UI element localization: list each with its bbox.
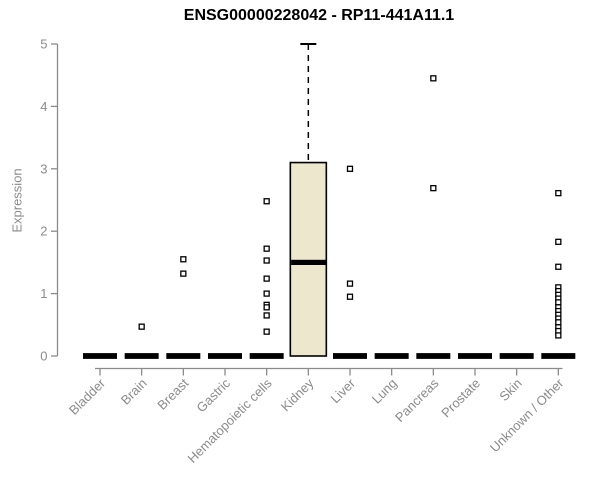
- category-label-prostate: Prostate: [438, 376, 483, 421]
- collapsed-box-liver: [332, 353, 367, 359]
- category-label-kidney: Kidney: [278, 375, 317, 414]
- collapsed-box-lung: [374, 353, 409, 359]
- collapsed-box-prostate: [457, 353, 492, 359]
- outlier-point-brain: [138, 323, 145, 330]
- collapsed-box-pancreas: [416, 353, 451, 359]
- category-label-skin: Skin: [496, 376, 524, 404]
- collapsed-box-brain: [124, 353, 159, 359]
- outlier-point-hematopoietic-cells: [263, 198, 270, 205]
- collapsed-box-gastric: [207, 353, 242, 359]
- collapsed-box-skin: [499, 353, 534, 359]
- chart-title: ENSG00000228042 - RP11-441A11.1: [183, 7, 455, 24]
- y-tick-label: 3: [40, 161, 47, 176]
- category-label-lung: Lung: [369, 376, 400, 407]
- y-tick-label: 2: [40, 224, 47, 239]
- outlier-point-unknown-other: [555, 238, 562, 245]
- y-tick-label: 0: [40, 349, 47, 364]
- category-label-breast: Breast: [154, 375, 191, 412]
- category-label-unknown-other: Unknown / Other: [487, 375, 567, 455]
- box-kidney: [289, 161, 328, 357]
- category-label-gastric: Gastric: [193, 375, 233, 415]
- outlier-point-unknown-other: [555, 299, 562, 306]
- outlier-point-unknown-other: [555, 319, 562, 326]
- outlier-point-pancreas: [430, 184, 437, 192]
- outlier-point-breast: [180, 270, 187, 277]
- y-tick-label: 5: [40, 37, 47, 52]
- outlier-point-pancreas: [430, 75, 437, 82]
- outlier-point-liver: [346, 293, 354, 300]
- outlier-point-hematopoietic-cells: [263, 245, 270, 252]
- outlier-point-hematopoietic-cells: [263, 304, 270, 311]
- outlier-point-liver: [346, 280, 354, 287]
- collapsed-box-bladder: [83, 353, 117, 359]
- category-label-brain: Brain: [118, 376, 150, 408]
- outlier-point-unknown-other: [555, 332, 562, 339]
- outlier-point-hematopoietic-cells: [263, 328, 270, 335]
- category-label-bladder: Bladder: [66, 375, 109, 418]
- outlier-point-unknown-other: [555, 189, 562, 197]
- outlier-point-hematopoietic-cells: [263, 312, 270, 319]
- category-label-pancreas: Pancreas: [392, 375, 442, 425]
- median-line-kidney: [291, 259, 326, 265]
- collapsed-box-hematopoietic-cells: [249, 353, 284, 359]
- category-label-liver: Liver: [328, 375, 359, 406]
- y-tick-label: 1: [40, 286, 47, 301]
- outlier-point-hematopoietic-cells: [263, 275, 270, 282]
- collapsed-box-unknown-other: [541, 353, 576, 359]
- collapsed-box-breast: [166, 353, 201, 359]
- outlier-point-unknown-other: [555, 263, 562, 270]
- outlier-point-liver: [346, 165, 354, 172]
- outlier-point-hematopoietic-cells: [263, 290, 270, 297]
- outlier-point-hematopoietic-cells: [263, 257, 270, 264]
- y-tick-label: 4: [40, 99, 47, 114]
- outlier-point-breast: [180, 256, 187, 263]
